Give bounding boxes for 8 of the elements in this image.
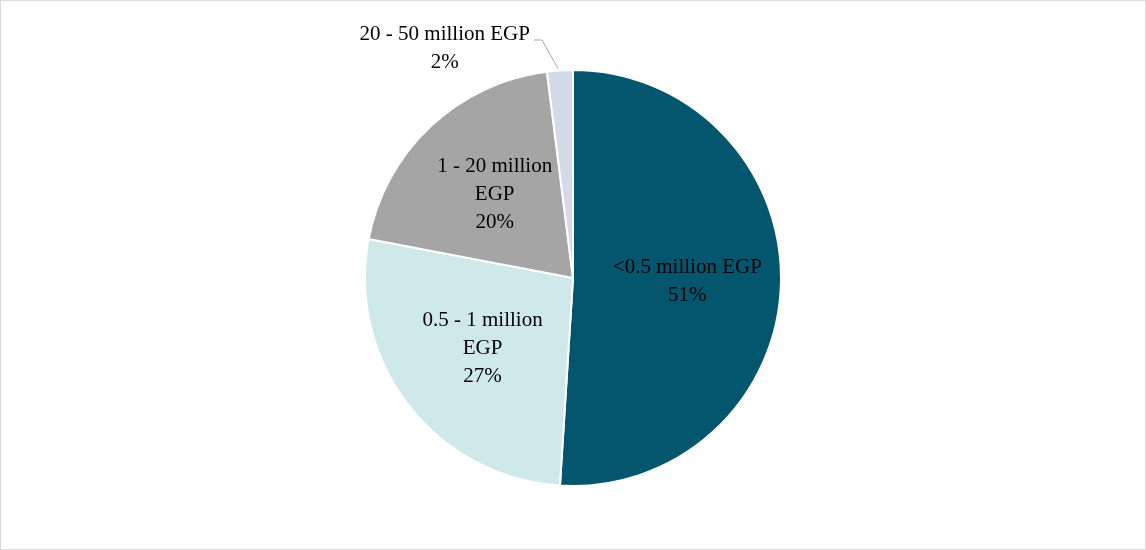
data-label: 51% xyxy=(668,282,707,307)
slice-label: 0.5 - 1 million EGP xyxy=(422,306,544,359)
data-label: 2% xyxy=(430,48,459,73)
slice-label: <0.5 million EGP xyxy=(612,254,762,279)
data-label: 20% xyxy=(475,209,514,234)
slice-label: 20 - 50 million EGP xyxy=(359,20,530,45)
data-label: 27% xyxy=(463,362,502,387)
slice-label: 1 - 20 million EGP xyxy=(437,153,553,206)
